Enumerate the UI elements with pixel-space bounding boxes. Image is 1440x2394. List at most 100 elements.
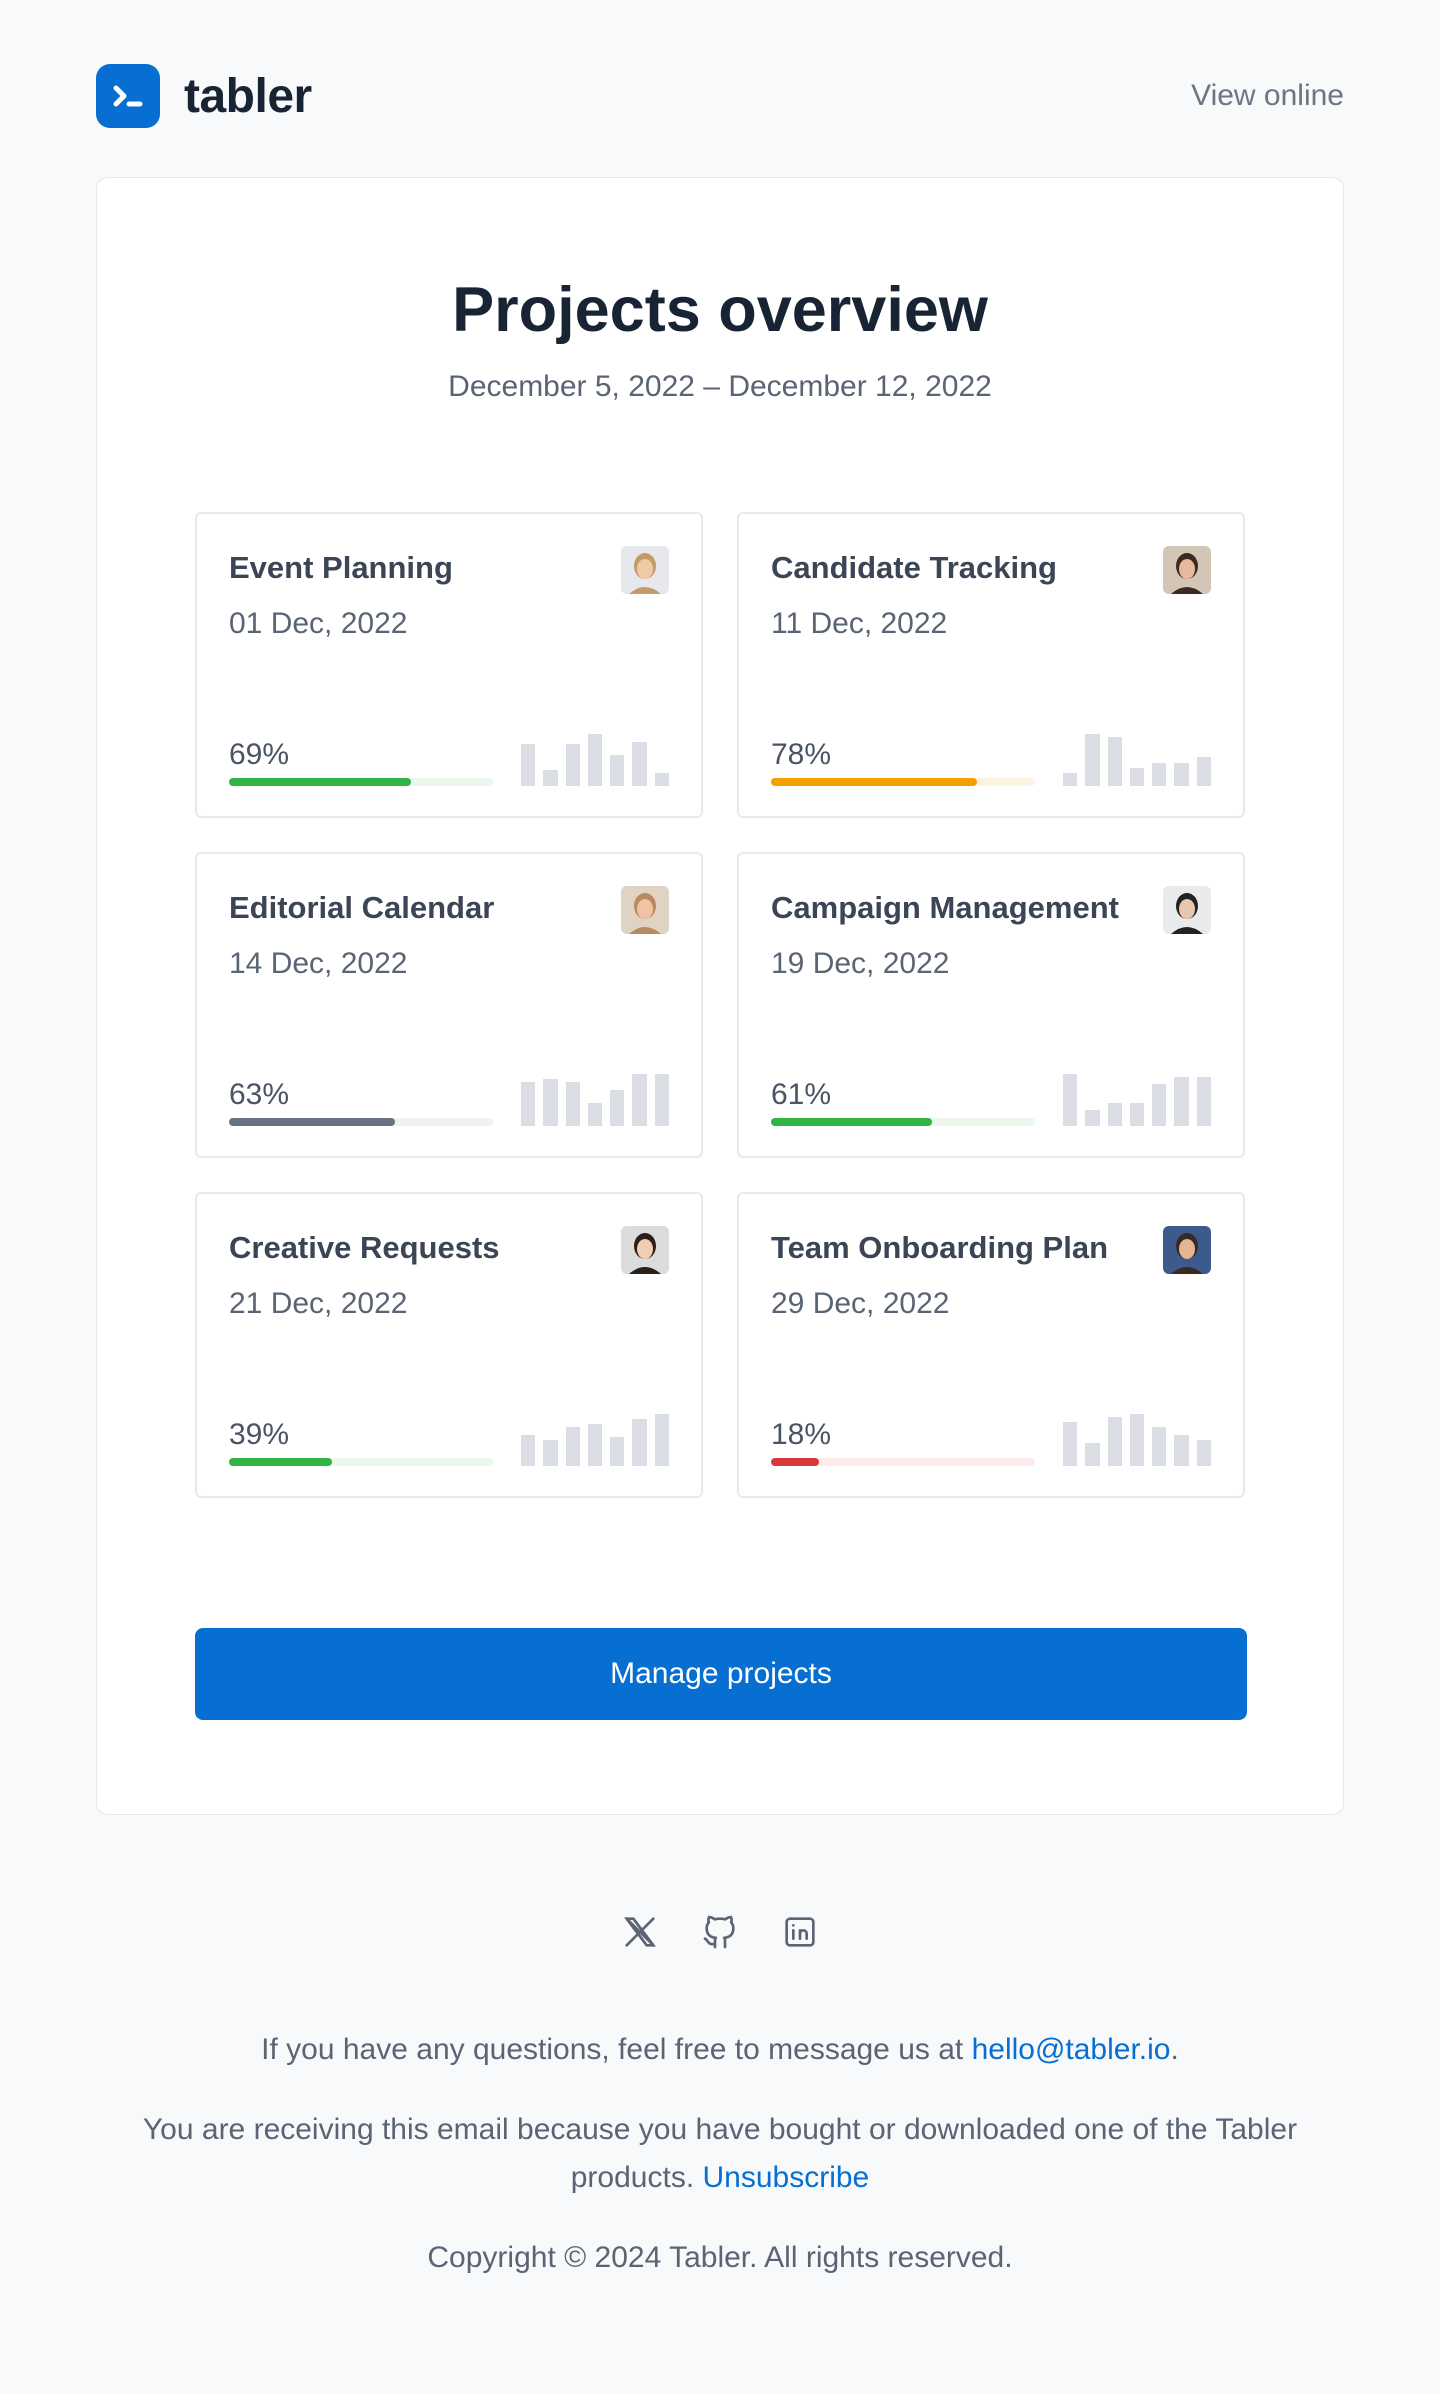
- project-card[interactable]: Event Planning 01 Dec, 2022 69%: [195, 512, 703, 818]
- sparkline-bar: [1152, 1084, 1167, 1126]
- sparkline-bar: [1196, 1076, 1211, 1126]
- sparkline-bar: [1196, 757, 1211, 786]
- sparkline-bar: [1107, 736, 1122, 786]
- sparkline-bar: [1107, 1416, 1122, 1466]
- sparkline-bar: [565, 744, 580, 786]
- projects-grid: Event Planning 01 Dec, 2022 69% Candidat…: [195, 512, 1246, 1498]
- progress-label: 18%: [771, 1418, 832, 1451]
- sparkline-bar: [610, 1089, 625, 1126]
- project-name: Campaign Management: [771, 890, 1119, 925]
- progress-fill: [229, 778, 412, 786]
- project-name: Editorial Calendar: [229, 890, 495, 925]
- receiving-label: You are receiving this email because you…: [142, 2113, 1298, 2194]
- progress-fill: [229, 1458, 332, 1466]
- project-name: Candidate Tracking: [771, 550, 1057, 585]
- sparkline-bar: [521, 1434, 536, 1466]
- sparkline-bar: [632, 1419, 647, 1466]
- sparkline-chart: [521, 734, 669, 786]
- progress-label: 39%: [229, 1418, 290, 1451]
- brand[interactable]: tabler: [96, 64, 312, 128]
- sparkline-bar: [654, 1074, 669, 1126]
- progress-bar: [229, 778, 493, 786]
- avatar: [1163, 546, 1211, 594]
- github-icon[interactable]: [700, 1912, 740, 1952]
- progress-label: 78%: [771, 738, 832, 771]
- sparkline-chart: [521, 1074, 669, 1126]
- x-icon[interactable]: [620, 1912, 660, 1952]
- sparkline-bar: [521, 1081, 536, 1126]
- view-online-link[interactable]: View online: [1191, 79, 1344, 112]
- progress-fill: [229, 1118, 396, 1126]
- sparkline-bar: [654, 773, 669, 786]
- sparkline-bar: [1129, 1102, 1145, 1126]
- questions-end: .: [1170, 2033, 1179, 2066]
- project-card[interactable]: Editorial Calendar 14 Dec, 2022 63%: [195, 852, 703, 1158]
- sparkline-bar: [587, 1102, 603, 1126]
- sparkline-bar: [543, 1079, 558, 1126]
- sparkline-bar: [521, 744, 536, 786]
- sparkline-bar: [1085, 734, 1100, 786]
- project-date: 19 Dec, 2022: [771, 947, 950, 980]
- sparkline-bar: [587, 734, 603, 786]
- progress-label: 61%: [771, 1078, 832, 1111]
- project-name: Event Planning: [229, 550, 453, 585]
- linkedin-icon[interactable]: [780, 1912, 820, 1952]
- date-range: December 5, 2022 – December 12, 2022: [448, 370, 992, 403]
- project-card[interactable]: Team Onboarding Plan 29 Dec, 2022 18%: [737, 1192, 1245, 1498]
- manage-projects-button[interactable]: Manage projects: [195, 1628, 1247, 1720]
- sparkline-bar: [1085, 1442, 1100, 1466]
- sparkline-bar: [1063, 773, 1078, 786]
- email-header: tabler View online: [96, 64, 1344, 128]
- sparkline-bar: [1152, 762, 1167, 786]
- project-name: Team Onboarding Plan: [771, 1230, 1109, 1265]
- sparkline-bar: [587, 1424, 603, 1466]
- project-card[interactable]: Creative Requests 21 Dec, 2022 39%: [195, 1192, 703, 1498]
- sparkline-bar: [610, 1437, 625, 1466]
- sparkline-bar: [1174, 762, 1189, 786]
- sparkline-bar: [1129, 1414, 1145, 1466]
- progress-bar: [771, 778, 1035, 786]
- sparkline-bar: [1196, 1440, 1211, 1466]
- sparkline-chart: [1063, 1074, 1211, 1126]
- avatar: [1163, 886, 1211, 934]
- progress-fill: [771, 778, 977, 786]
- progress-bar: [229, 1458, 493, 1466]
- project-date: 29 Dec, 2022: [771, 1287, 950, 1320]
- sparkline-bar: [654, 1414, 669, 1466]
- progress-bar: [229, 1118, 493, 1126]
- sparkline-chart: [1063, 1414, 1211, 1466]
- progress-bar: [771, 1458, 1035, 1466]
- questions-label: If you have any questions, feel free to …: [261, 2033, 972, 2066]
- avatar: [621, 886, 669, 934]
- avatar: [1163, 1226, 1211, 1274]
- progress-fill: [771, 1118, 933, 1126]
- progress-bar: [771, 1118, 1035, 1126]
- sparkline-bar: [1107, 1102, 1122, 1126]
- sparkline-bar: [632, 741, 647, 786]
- avatar: [621, 1226, 669, 1274]
- project-date: 21 Dec, 2022: [229, 1287, 408, 1320]
- sparkline-chart: [521, 1414, 669, 1466]
- sparkline-bar: [1152, 1427, 1167, 1466]
- sparkline-bar: [1174, 1434, 1189, 1466]
- unsubscribe-link[interactable]: Unsubscribe: [702, 2161, 870, 2194]
- project-date: 01 Dec, 2022: [229, 607, 408, 640]
- sparkline-bar: [565, 1427, 580, 1466]
- sparkline-bar: [610, 754, 625, 786]
- sparkline-bar: [565, 1081, 580, 1126]
- sparkline-bar: [632, 1074, 647, 1126]
- receiving-text: You are receiving this email because you…: [96, 2106, 1344, 2202]
- sparkline-bar: [1085, 1110, 1100, 1126]
- progress-label: 69%: [229, 738, 290, 771]
- sparkline-bar: [543, 1440, 558, 1466]
- avatar: [621, 546, 669, 594]
- project-card[interactable]: Candidate Tracking 11 Dec, 2022 78%: [737, 512, 1245, 818]
- email-link[interactable]: hello@tabler.io: [971, 2033, 1171, 2066]
- questions-text: If you have any questions, feel free to …: [96, 2026, 1344, 2074]
- project-date: 11 Dec, 2022: [771, 607, 948, 640]
- brand-name: tabler: [184, 69, 312, 123]
- sparkline-chart: [1063, 734, 1211, 786]
- tabler-logo-icon: [96, 64, 160, 128]
- progress-label: 63%: [229, 1078, 290, 1111]
- project-card[interactable]: Campaign Management 19 Dec, 2022 61%: [737, 852, 1245, 1158]
